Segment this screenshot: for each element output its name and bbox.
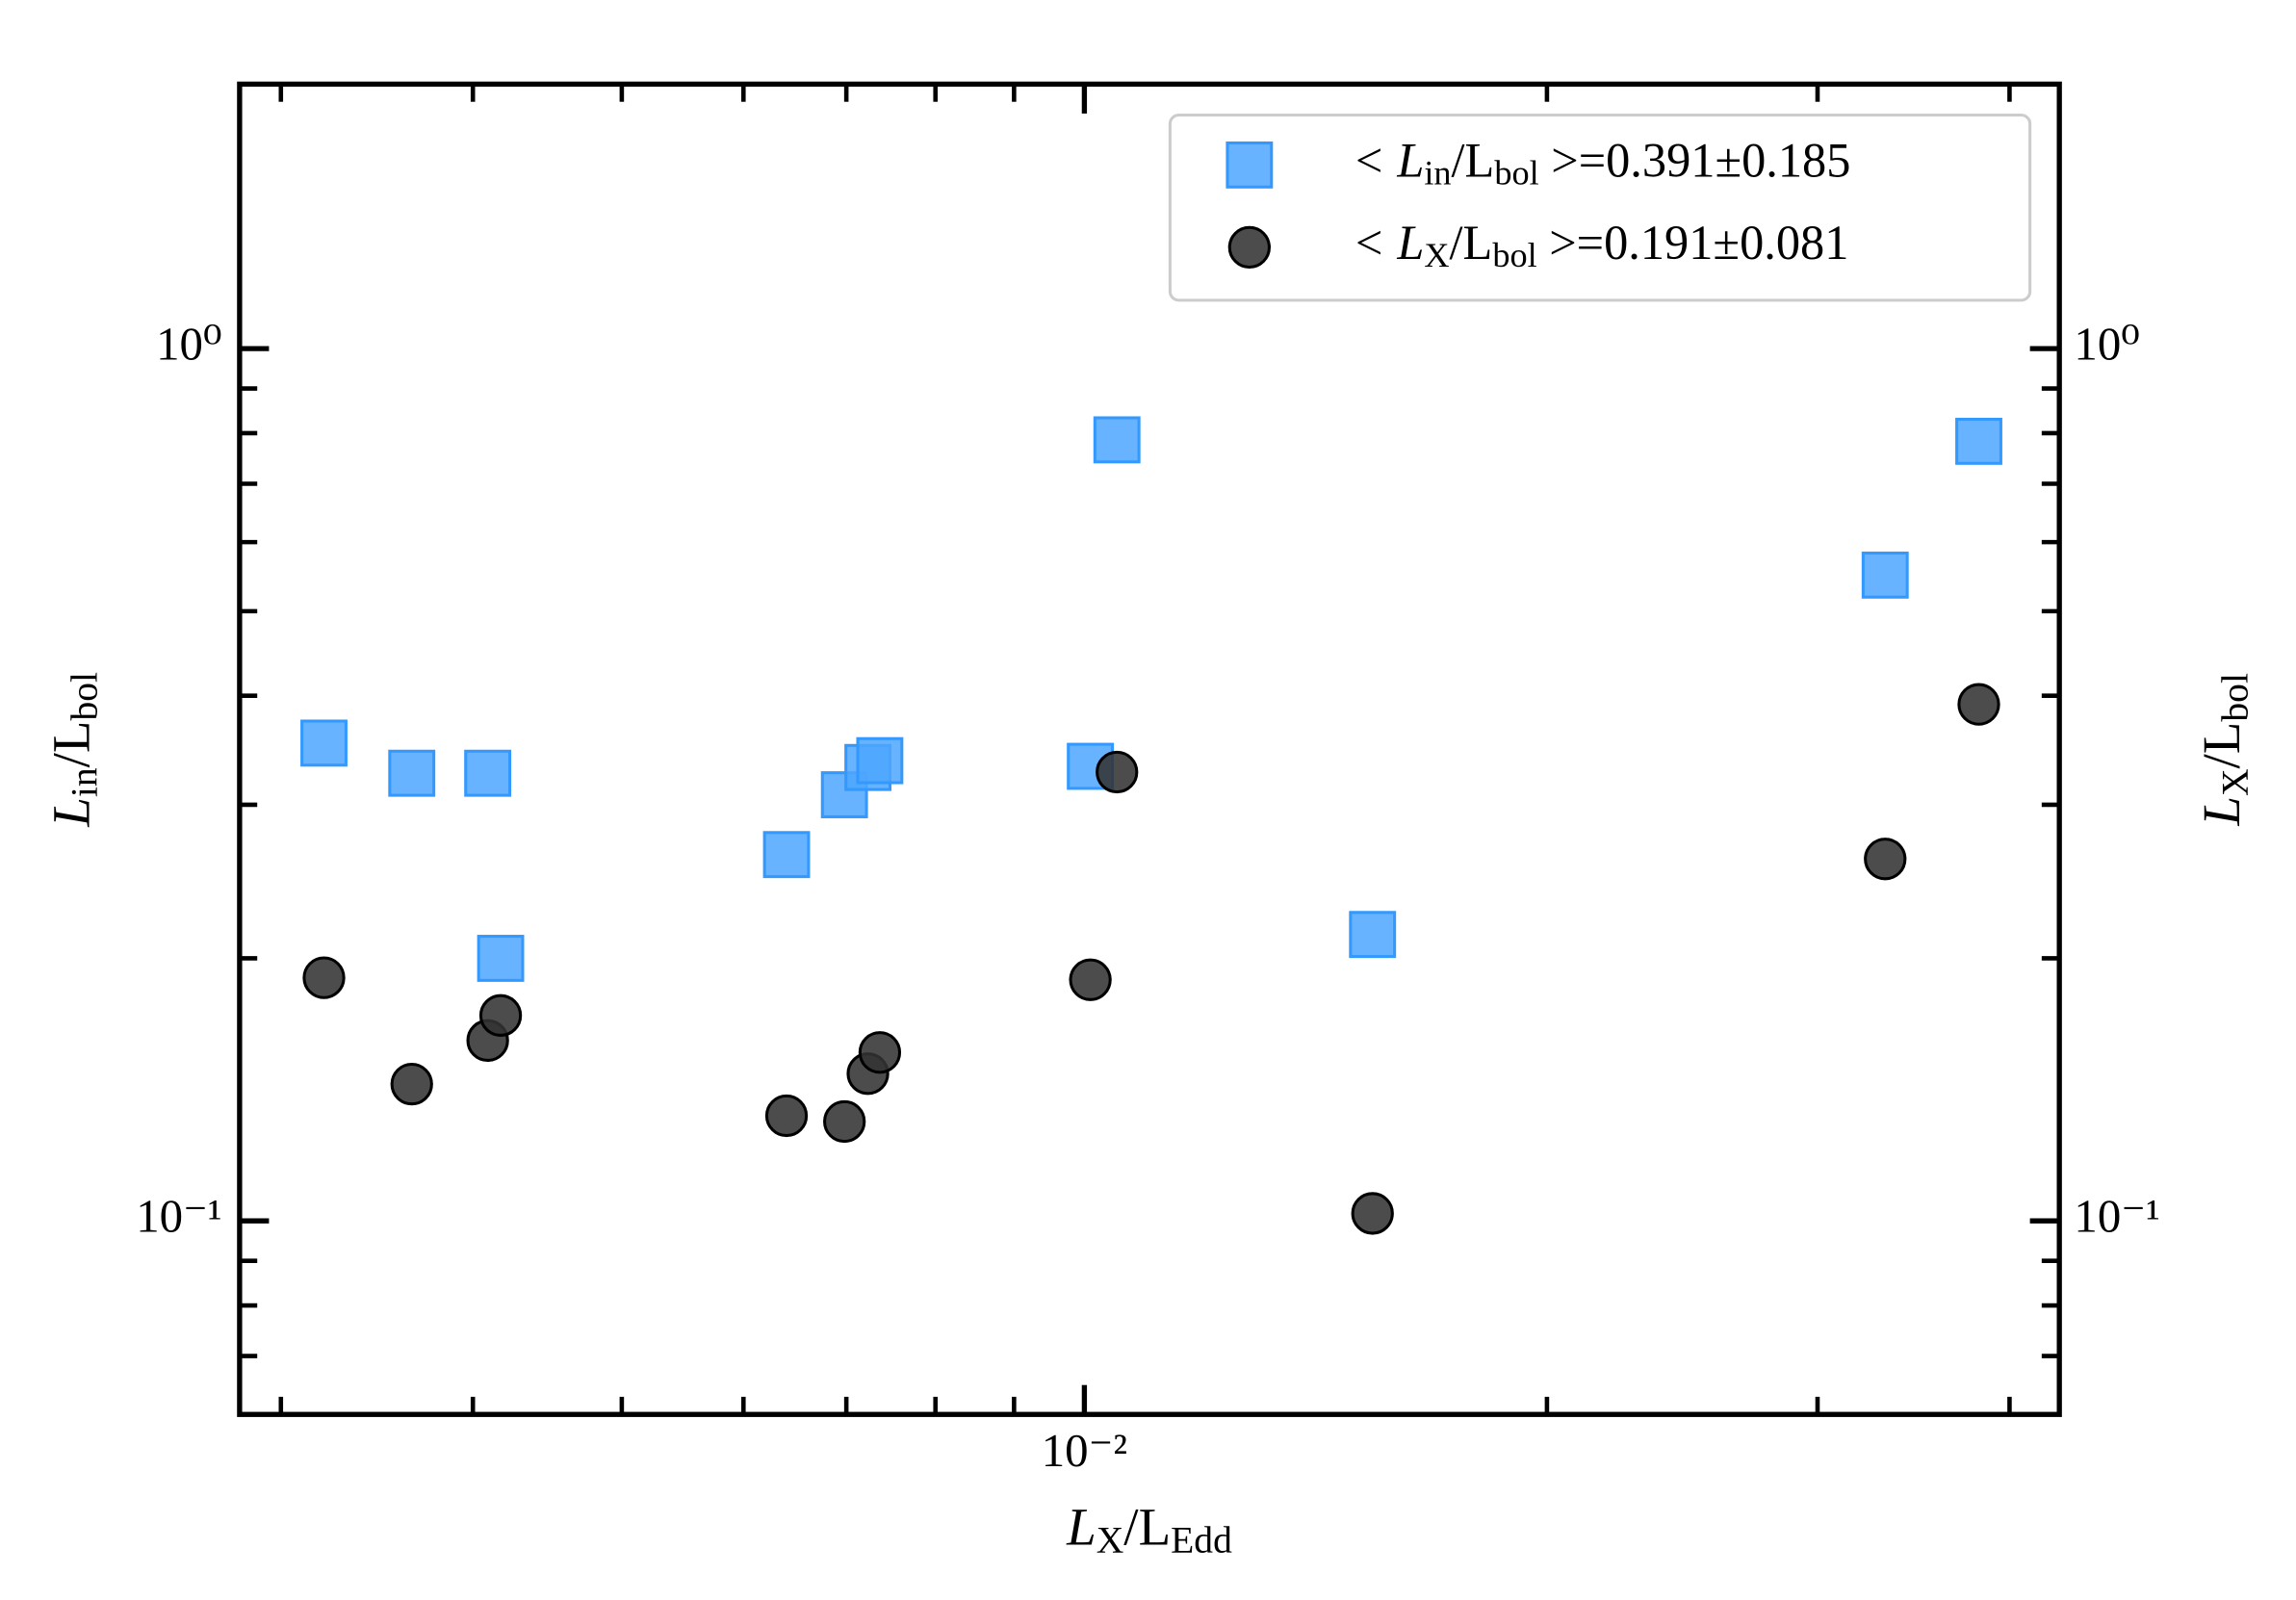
axis-label: Lin/Lbol: [41, 672, 106, 828]
label-part: < L: [1353, 215, 1425, 269]
label-part: /L: [1123, 1497, 1171, 1556]
data-point: [1096, 750, 1139, 794]
y2-tick-label: 10⁻¹: [2074, 1189, 2159, 1242]
y-tick-label: 10⁰: [156, 317, 221, 370]
label-part: /L: [2192, 722, 2251, 769]
data-point: [478, 994, 523, 1037]
legend-box: [1168, 113, 2032, 302]
data-point: [1864, 838, 1907, 881]
label-part: >=0.191±0.081: [1537, 215, 1849, 269]
data-point: [1957, 683, 2000, 726]
subscript: bol: [1492, 236, 1536, 274]
subscript: bol: [1494, 154, 1538, 193]
data-point: [1955, 417, 2002, 465]
label-part: /L: [41, 721, 100, 768]
legend-label: < LX/Lbol >=0.191±0.081: [1353, 215, 1849, 274]
data-point: [762, 831, 811, 879]
data-point: [1351, 1192, 1394, 1235]
data-point: [764, 1094, 809, 1138]
data-point: [1069, 958, 1112, 1001]
data-point: [856, 736, 904, 785]
data-point: [388, 749, 436, 797]
label-part: /L: [1450, 215, 1493, 269]
data-point: [1093, 416, 1141, 464]
legend-marker: [1225, 141, 1274, 189]
data-point: [302, 956, 346, 999]
legend-label: < Lin/Lbol >=0.391±0.185: [1353, 133, 1851, 193]
label-part: >=0.391±0.185: [1539, 133, 1851, 187]
data-point: [477, 935, 525, 982]
label-part: < L: [1353, 133, 1425, 187]
subscript: bol: [64, 672, 106, 721]
data-point: [1349, 911, 1397, 959]
axis-label: LX/LEdd: [1066, 1497, 1232, 1561]
data-point: [464, 749, 512, 797]
data-point: [823, 1099, 866, 1144]
x-tick-label: 10⁻²: [1042, 1424, 1127, 1477]
y2-tick-label: 10⁰: [2074, 317, 2139, 370]
label-part: L: [41, 797, 100, 828]
data-point: [300, 719, 348, 767]
y-tick-label: 10⁻¹: [136, 1189, 221, 1242]
subscript: X: [1424, 236, 1449, 274]
data-point: [858, 1031, 902, 1074]
data-point: [390, 1062, 433, 1106]
subscript: in: [64, 767, 106, 797]
subscript: Edd: [1171, 1519, 1232, 1561]
subscript: X: [1096, 1519, 1124, 1561]
label-part: L: [1066, 1497, 1096, 1556]
legend-marker: [1227, 225, 1271, 270]
plot-frame: [237, 81, 2062, 1417]
label-part: /L: [1452, 133, 1495, 187]
subscript: X: [2214, 768, 2257, 796]
axis-label: LX/Lbol: [2192, 673, 2257, 827]
subscript: bol: [2214, 673, 2257, 722]
subscript: in: [1424, 154, 1451, 193]
label-part: L: [2192, 796, 2251, 827]
data-point: [1861, 551, 1909, 599]
